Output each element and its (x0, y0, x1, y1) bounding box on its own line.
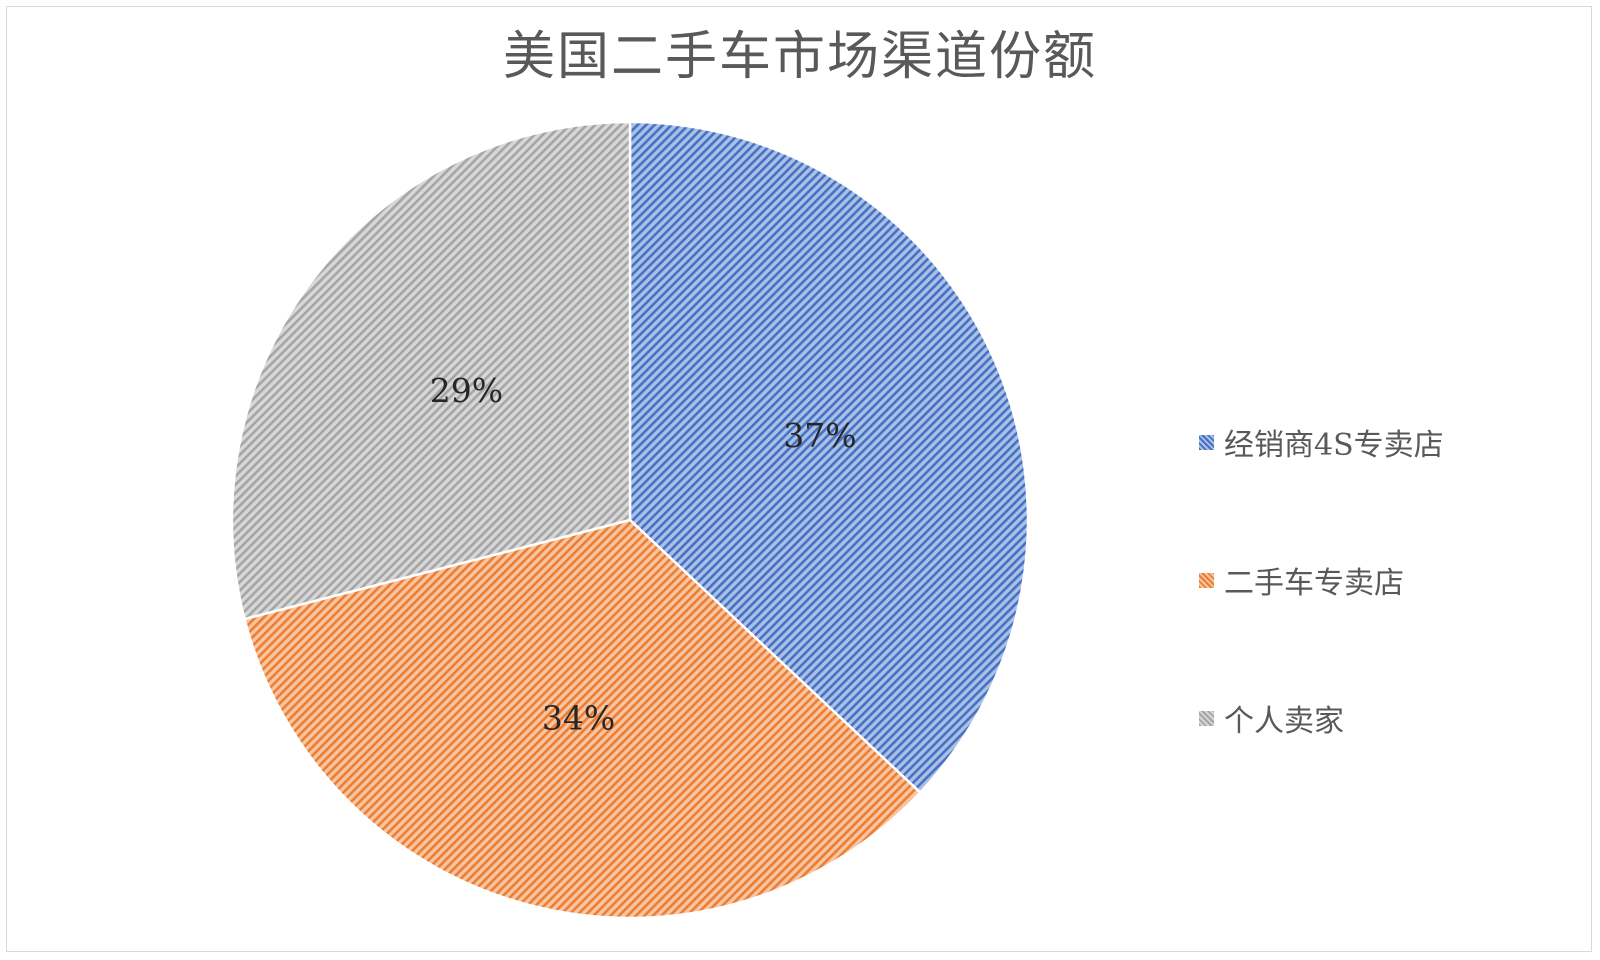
legend-swatch (1199, 572, 1214, 588)
legend-item-dealer[interactable]: 经销商4S专卖店 (1199, 373, 1444, 511)
chart-frame: 美国二手车市场渠道份额 37% 34% 29% 经销商4S专卖店 二手车专卖店 个人… (6, 6, 1592, 952)
legend-label: 个人卖家 (1224, 704, 1344, 739)
pie-slice-3[interactable] (230, 120, 632, 621)
chart-title: 美国二手车市场渠道份额 (502, 27, 1097, 87)
pie-slice-1[interactable] (628, 120, 1030, 795)
legend-swatch (1199, 434, 1214, 450)
legend: 经销商4S专卖店 二手车专卖店 个人卖家 (1199, 373, 1444, 787)
legend-item-used-car-store[interactable]: 二手车专卖店 (1199, 511, 1444, 649)
legend-label: 二手车专卖店 (1224, 566, 1404, 601)
legend-swatch (1199, 710, 1214, 726)
legend-item-private-seller[interactable]: 个人卖家 (1199, 649, 1444, 787)
pie-data-label-1: 37% (783, 416, 856, 455)
pie-labels: 37% 34% 29% (430, 371, 857, 737)
pie-slices (230, 120, 1030, 920)
pie-data-label-3: 29% (430, 371, 503, 410)
legend-label: 经销商4S专卖店 (1224, 428, 1444, 463)
pie-data-label-2: 34% (542, 698, 615, 737)
pie-chart: 37% 34% 29% (230, 120, 1030, 920)
pie-slice-2[interactable] (242, 518, 922, 920)
